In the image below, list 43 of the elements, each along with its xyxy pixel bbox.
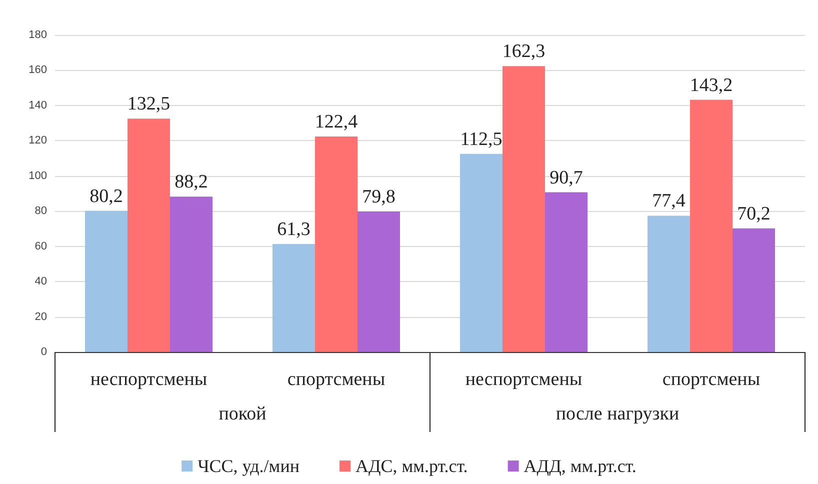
x-tick-label: неспортсмены [90, 369, 208, 390]
y-tick-label: 20 [34, 310, 47, 323]
x-tick-label: спортсмены [287, 369, 386, 390]
data-label: 112,5 [460, 128, 502, 150]
text: покой [218, 404, 266, 424]
data-label: 70,2 [737, 203, 770, 224]
bar [545, 192, 588, 352]
bar [648, 216, 690, 352]
data-label: 162,3 [502, 41, 546, 62]
data-label: 77,4 [652, 190, 686, 212]
bar [460, 154, 502, 352]
y-tick-label: 160 [28, 64, 47, 76]
bar [272, 244, 315, 352]
y-tick-label: 60 [34, 240, 47, 252]
bar [170, 196, 212, 352]
y-tick-label: 0 [40, 346, 47, 358]
y-tick-label: 140 [28, 99, 47, 112]
bar [732, 228, 775, 352]
data-label: 88,2 [174, 172, 208, 193]
data-label: 143,2 [690, 74, 733, 96]
y-tick-label: 80 [34, 205, 47, 218]
text: после нагрузки [556, 404, 680, 424]
legend-label: АДД, мм.рт.ст. [524, 456, 636, 476]
bar [315, 136, 358, 352]
bar [502, 66, 545, 352]
y-tick-label: 180 [28, 29, 47, 41]
y-tick-label: 100 [28, 170, 47, 182]
data-label: 80,2 [90, 186, 123, 207]
legend-label: АДС, мм.рт.ст. [355, 456, 468, 476]
bar [85, 210, 128, 352]
bar [358, 211, 400, 352]
x-tick-label: неспортсмены [465, 369, 582, 390]
data-label: 90,7 [550, 167, 583, 188]
data-label: 79,8 [362, 186, 396, 208]
data-label: 61,3 [277, 219, 310, 240]
data-label: 132,5 [127, 94, 170, 115]
bar [128, 118, 170, 352]
legend-label: ЧСС, уд./мин [198, 456, 300, 476]
bar [690, 100, 732, 352]
y-tick-label: 40 [34, 276, 47, 288]
data-label: 122,4 [314, 111, 358, 132]
x-tick-label: спортсмены [662, 369, 760, 390]
y-tick-label: 120 [28, 134, 47, 147]
